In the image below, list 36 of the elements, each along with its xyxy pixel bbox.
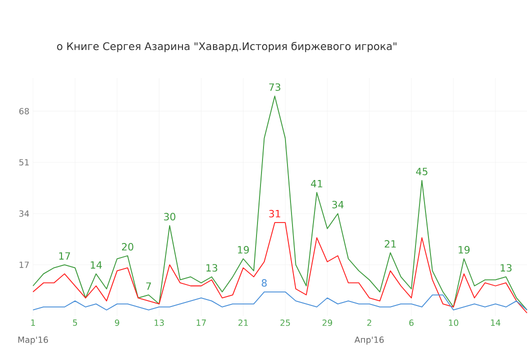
text: Мар'16 (18, 336, 48, 345)
data-label: 31 (269, 210, 280, 218)
x-tick-label: 21 (238, 320, 248, 326)
x-tick-label: 29 (322, 320, 332, 326)
data-label: 41 (310, 180, 322, 188)
data-label: 34 (332, 200, 344, 208)
data-label: 73 (269, 83, 280, 91)
x-tick-label: 17 (196, 320, 206, 326)
data-label: 19 (238, 246, 249, 254)
x-tick-label: 9 (114, 320, 120, 326)
x-tick-label: 6 (409, 320, 414, 326)
y-tick-label: 51 (19, 159, 29, 166)
data-label: 7 (146, 282, 151, 290)
y-tick-label: 68 (19, 108, 29, 114)
data-label: 17 (59, 252, 70, 260)
data-label: 8 (262, 279, 267, 287)
line-series (32, 96, 528, 310)
data-label: 13 (206, 264, 218, 272)
data-label: 13 (500, 264, 512, 272)
chart-subtitle: о Книге Сергея Азарина "Хавард.История биржевого игрока" (57, 42, 396, 52)
data-label: 14 (90, 261, 102, 269)
text: Апр'16 (354, 336, 384, 345)
data-label: 19 (458, 246, 470, 254)
data-label: 20 (122, 243, 134, 251)
y-tick-label: 17 (20, 262, 29, 268)
y-tick-label: 34 (19, 210, 29, 217)
data-label: 21 (384, 240, 396, 248)
x-tick-label: 5 (73, 320, 77, 326)
x-tick-label: 25 (280, 320, 290, 326)
x-tick-label: 1 (31, 320, 35, 326)
x-tick-label: 10 (448, 320, 458, 326)
data-label: 45 (416, 168, 428, 176)
data-label: 30 (164, 212, 176, 220)
x-tick-label: 2 (367, 320, 372, 326)
x-tick-label: 13 (154, 320, 164, 326)
x-tick-label: 14 (491, 320, 500, 326)
